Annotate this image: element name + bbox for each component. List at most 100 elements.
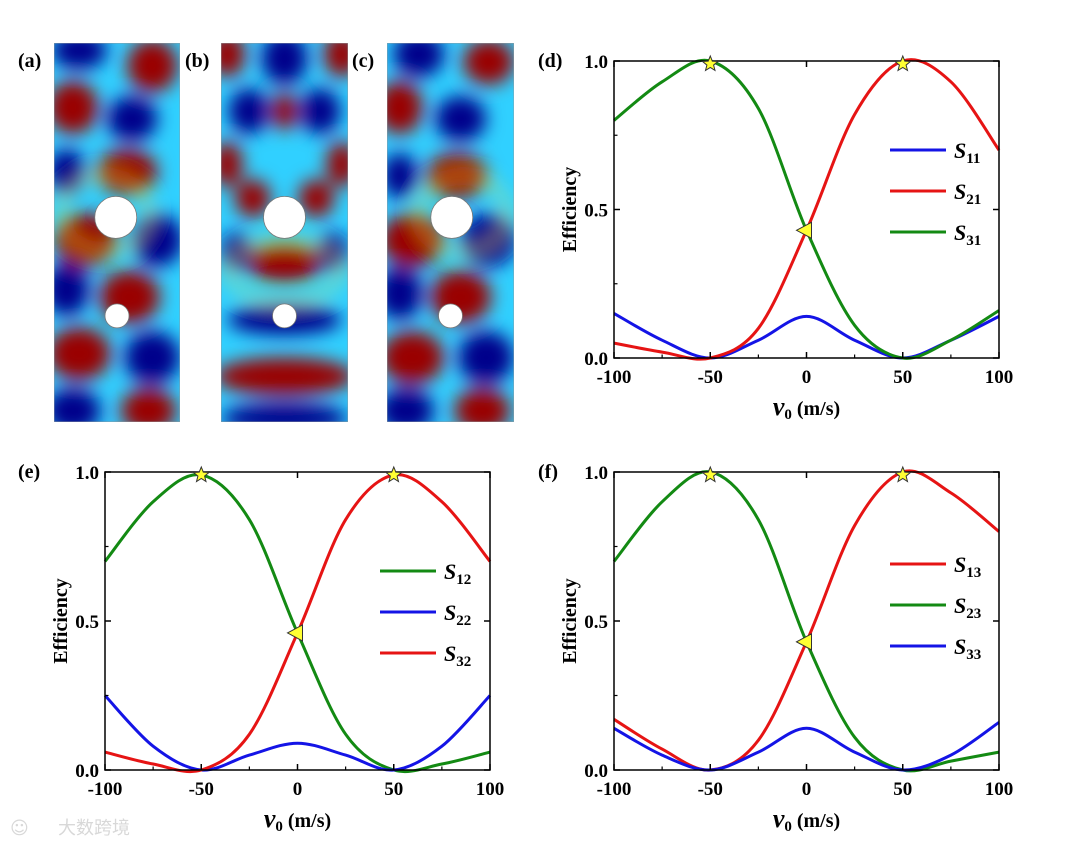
field-lobe [106,96,158,142]
field-lobe [221,403,348,422]
field-ring [57,172,152,255]
x-axis-label: v0 (m/s) [264,804,331,835]
x-tick-label: 100 [476,779,505,800]
field-lobe [387,266,423,320]
legend-entry-sub: 12 [456,572,471,588]
legend-entry-sub: 11 [966,151,980,167]
legend-entry-main: S [444,641,456,666]
y-axis-label: Efficiency [559,578,581,664]
legend-entry: S22 [444,600,471,629]
legend-entry: S33 [954,634,981,663]
triangle-marker [795,221,812,240]
chart-e: -100 -50 0 50 100 0.0 0.5 1.0 Efficiency v0 (m/s)… [50,463,504,835]
x-tick-label: -100 [597,779,632,800]
obstacle-circle [272,303,297,329]
panel-label-e: (e) [18,461,40,483]
field-lobe [246,243,323,282]
series-group [103,473,492,774]
series-line-S33 [613,721,1000,772]
x-axis-label-main: v [773,392,785,421]
field-lobe [326,141,348,188]
field-lobe [387,152,418,199]
series-line-S22 [103,694,492,772]
y-tick-label: 0.5 [584,201,608,222]
y-tick-label: 1.0 [75,463,99,484]
x-tick-label: 0 [802,367,812,388]
obstacle-circle [104,303,130,329]
plot-frame [613,471,1000,771]
x-tick-label: 50 [384,779,403,800]
x-axis-label-unit: (m/s) [792,810,840,832]
plot-frame [613,60,1000,359]
triangle-marker [795,633,812,651]
star-marker [701,54,720,72]
y-tick-label: 0.5 [75,612,99,633]
field-lobe [54,387,101,422]
legend-entry-sub: 22 [456,613,471,629]
x-tick-label: 0 [293,779,303,800]
field-lobe [298,179,335,218]
series-line-S32 [104,473,492,774]
field-lobe [271,92,298,131]
field-lobe [261,43,308,85]
panel-label-a: (a) [18,50,41,72]
series-line-S13 [613,469,1000,772]
field-lobe [463,43,514,85]
y-tick-label: 0.5 [584,612,608,633]
legend-entry-main: S [954,593,966,618]
legend-entry-main: S [954,138,966,163]
panel-label-b: (b) [185,50,209,72]
watermark-text: 大数跨境 [58,818,130,839]
x-axis-label-main: v [773,804,785,833]
x-tick-label: 100 [985,367,1014,388]
panel-label-d: (d) [538,50,562,72]
legend-entry-main: S [954,634,966,659]
y-tick-label: 0.0 [584,761,608,782]
field-ring [224,237,345,304]
legend-entry-main: S [954,179,966,204]
chart-d: -100 -50 0 50 100 0.0 0.5 1.0 Efficiency v0 (m/s)… [559,52,1013,423]
legend-entry-sub: 13 [966,565,981,581]
obstacle-circle [438,303,463,329]
x-axis-label: v0 (m/s) [773,392,840,423]
field-lobe [228,88,270,134]
obstacle-circle [430,195,474,239]
legend-entry: S12 [444,559,471,588]
field-lobe [299,88,341,134]
legend-entry-sub: 32 [456,654,471,670]
legend-entry: S13 [954,552,981,581]
series-line-S21 [613,58,1001,361]
legend-entry-sub: 21 [966,192,981,208]
y-tick-label: 0.0 [75,761,99,782]
x-tick-label: -50 [698,367,723,388]
field-lobe [96,149,158,195]
x-axis-label-sub: 0 [784,407,792,423]
field-lobe [458,331,514,385]
field-lobe [387,331,445,385]
field-lobe [124,331,180,385]
x-tick-label: -50 [189,779,214,800]
field-lobe [393,43,445,78]
field-lobe [54,149,86,195]
legend-entry-main: S [954,220,966,245]
legend-entry: S31 [954,220,981,249]
field-lobe [221,43,246,78]
x-axis-label-unit: (m/s) [283,810,331,832]
field-lobe [54,262,90,316]
series-line-S31 [613,58,1000,360]
chart-f: -100 -50 0 50 100 0.0 0.5 1.0 Efficiency v0 (m/s)… [559,463,1013,835]
field-map-c [387,43,514,422]
x-axis-label-main: v [264,804,276,833]
legend-entry-sub: 23 [966,606,981,622]
field-lobe [454,387,511,422]
x-tick-label: -50 [698,779,723,800]
legend-entry-main: S [444,600,456,625]
legend-entry: S23 [954,593,981,622]
field-lobe [387,387,434,422]
field-ring [415,172,511,255]
star-marker [192,465,211,483]
field-lobe [120,387,177,422]
panel-label-c: (c) [352,50,374,72]
